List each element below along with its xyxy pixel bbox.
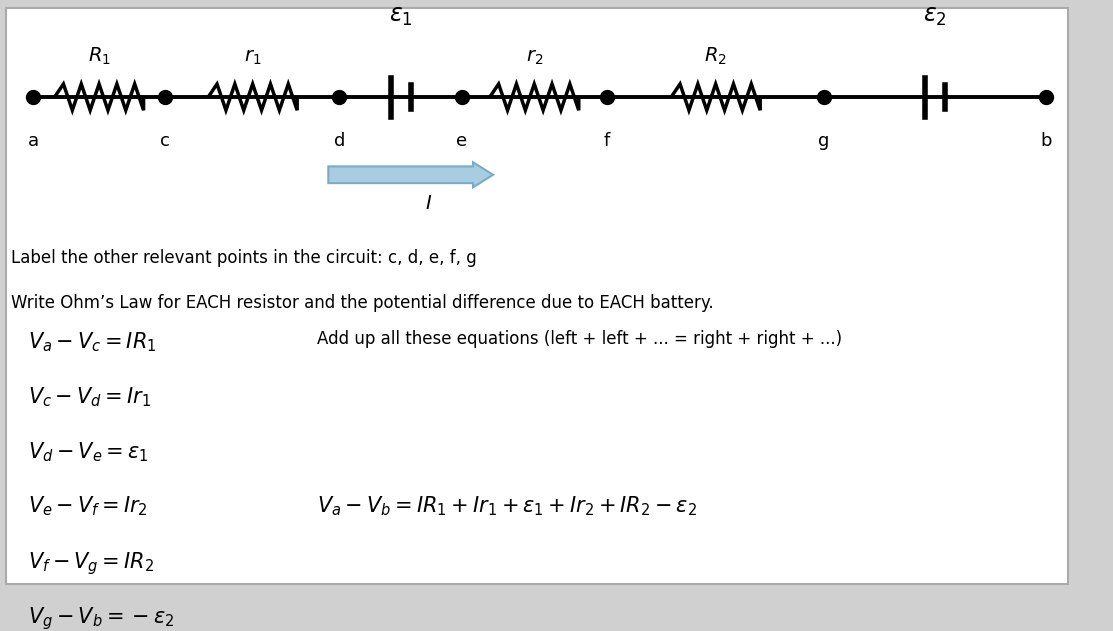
Text: $I$: $I$: [425, 194, 432, 213]
Text: $V_a - V_c = IR_1$: $V_a - V_c = IR_1$: [28, 330, 156, 353]
Text: $\varepsilon_1$: $\varepsilon_1$: [388, 4, 413, 28]
Text: c: c: [160, 132, 169, 150]
Text: f: f: [603, 132, 610, 150]
Text: $r_1$: $r_1$: [244, 49, 262, 68]
Text: b: b: [1041, 132, 1052, 150]
Text: $r_2$: $r_2$: [525, 49, 543, 68]
Text: g: g: [818, 132, 829, 150]
FancyBboxPatch shape: [6, 8, 1068, 584]
Text: $\varepsilon_2$: $\varepsilon_2$: [923, 4, 947, 28]
Text: $V_g - V_b = -\varepsilon_2$: $V_g - V_b = -\varepsilon_2$: [28, 604, 174, 631]
FancyArrow shape: [328, 162, 493, 187]
Text: a: a: [28, 132, 39, 150]
Text: Write Ohm’s Law for EACH resistor and the potential difference due to EACH batte: Write Ohm’s Law for EACH resistor and th…: [11, 294, 713, 312]
Text: $V_c - V_d = Ir_1$: $V_c - V_d = Ir_1$: [28, 385, 150, 409]
Text: e: e: [456, 132, 467, 150]
Text: $R_2$: $R_2$: [705, 46, 727, 68]
Text: $R_1$: $R_1$: [88, 46, 110, 68]
Text: $V_f - V_g = IR_2$: $V_f - V_g = IR_2$: [28, 550, 154, 577]
Text: $V_a - V_b = IR_1 + Ir_1 + \varepsilon_1 + Ir_2 + IR_2 - \varepsilon_2$: $V_a - V_b = IR_1 + Ir_1 + \varepsilon_1…: [317, 495, 698, 519]
Text: $V_d - V_e = \varepsilon_1$: $V_d - V_e = \varepsilon_1$: [28, 440, 148, 464]
Text: Label the other relevant points in the circuit: c, d, e, f, g: Label the other relevant points in the c…: [11, 249, 476, 268]
Text: d: d: [334, 132, 345, 150]
Text: Add up all these equations (left + left + ... = right + right + ...): Add up all these equations (left + left …: [317, 330, 843, 348]
Text: $V_e - V_f = Ir_2$: $V_e - V_f = Ir_2$: [28, 495, 148, 519]
